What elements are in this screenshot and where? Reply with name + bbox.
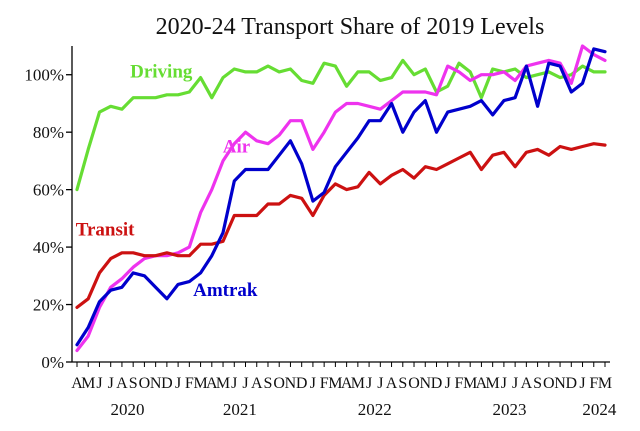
x-tick-label: J bbox=[377, 375, 383, 392]
x-tick-label: D bbox=[566, 375, 578, 392]
x-tick-label: M bbox=[486, 375, 500, 392]
x-tick-label: A bbox=[521, 375, 533, 392]
x-tick-label: A bbox=[476, 375, 488, 392]
x-tick-label: D bbox=[431, 375, 443, 392]
x-tick-label: J bbox=[242, 375, 248, 392]
x-tick-label: J bbox=[501, 375, 507, 392]
x-tick-label: O bbox=[408, 375, 420, 392]
x-tick-label: S bbox=[533, 375, 542, 392]
x-tick-label: J bbox=[175, 375, 181, 392]
series-label-transit: Transit bbox=[76, 220, 135, 241]
x-tick-label: O bbox=[543, 375, 555, 392]
x-tick-label: A bbox=[116, 375, 128, 392]
x-tick-label: J bbox=[96, 375, 102, 392]
x-tick-label: M bbox=[81, 375, 95, 392]
x-tick-label: M bbox=[193, 375, 207, 392]
year-label: 2020 bbox=[111, 400, 145, 419]
y-tick-label: 20% bbox=[33, 296, 64, 315]
axes: 0%20%40%60%80%100%AM J J A S O N D J F MAM J J A S O N D J… bbox=[24, 46, 617, 419]
year-label: 2023 bbox=[493, 400, 527, 419]
x-tick-label: N bbox=[285, 375, 297, 392]
x-tick-label: A bbox=[206, 375, 218, 392]
x-tick-label: M bbox=[463, 375, 477, 392]
y-tick-label: 40% bbox=[33, 238, 64, 257]
x-tick-label: N bbox=[150, 375, 162, 392]
x-tick-label: M bbox=[351, 375, 365, 392]
x-tick-label: J bbox=[512, 375, 518, 392]
x-tick-label: M bbox=[598, 375, 612, 392]
series-lines bbox=[75, 44, 607, 353]
x-tick-label: J bbox=[445, 375, 451, 392]
x-tick-label: A bbox=[341, 375, 353, 392]
x-tick-label: J bbox=[579, 375, 585, 392]
x-tick-label: O bbox=[139, 375, 151, 392]
series-labels: Driving Air Transit Amtrak bbox=[76, 62, 258, 301]
series-label-air: Air bbox=[223, 136, 251, 157]
x-tick-label: D bbox=[161, 375, 173, 392]
x-tick-label: O bbox=[273, 375, 285, 392]
x-tick-label: S bbox=[398, 375, 407, 392]
series-label-amtrak: Amtrak bbox=[193, 280, 258, 301]
year-label: 2022 bbox=[358, 400, 392, 419]
series-line-transit bbox=[75, 142, 607, 309]
x-tick-label: J bbox=[231, 375, 237, 392]
x-tick-label: F bbox=[589, 375, 598, 392]
x-tick-label: F bbox=[320, 375, 329, 392]
series-line-amtrak bbox=[75, 47, 607, 347]
series-line-air bbox=[75, 44, 607, 353]
y-tick-label: 80% bbox=[33, 123, 64, 142]
x-tick-label: A bbox=[386, 375, 398, 392]
y-tick-label: 100% bbox=[24, 66, 64, 85]
y-tick-label: 60% bbox=[33, 181, 64, 200]
x-tick-label: F bbox=[185, 375, 194, 392]
x-tick-label: M bbox=[216, 375, 230, 392]
year-label: 2024 bbox=[582, 400, 617, 419]
y-tick-label: 0% bbox=[41, 353, 64, 372]
chart-title: 2020-24 Transport Share of 2019 Levels bbox=[156, 14, 545, 40]
x-tick-label: N bbox=[419, 375, 431, 392]
x-tick-label: N bbox=[554, 375, 566, 392]
x-tick-label: A bbox=[251, 375, 263, 392]
x-tick-label: J bbox=[310, 375, 316, 392]
x-tick-label: J bbox=[366, 375, 372, 392]
x-tick-label: M bbox=[328, 375, 342, 392]
series-label-driving: Driving bbox=[130, 62, 193, 83]
x-tick-label: F bbox=[455, 375, 464, 392]
year-label: 2021 bbox=[223, 400, 257, 419]
x-tick-label: J bbox=[108, 375, 114, 392]
x-tick-label: D bbox=[296, 375, 308, 392]
x-tick-label: A bbox=[71, 375, 83, 392]
x-tick-label: S bbox=[129, 375, 138, 392]
x-tick-label: S bbox=[264, 375, 273, 392]
series-line-driving bbox=[75, 58, 607, 192]
